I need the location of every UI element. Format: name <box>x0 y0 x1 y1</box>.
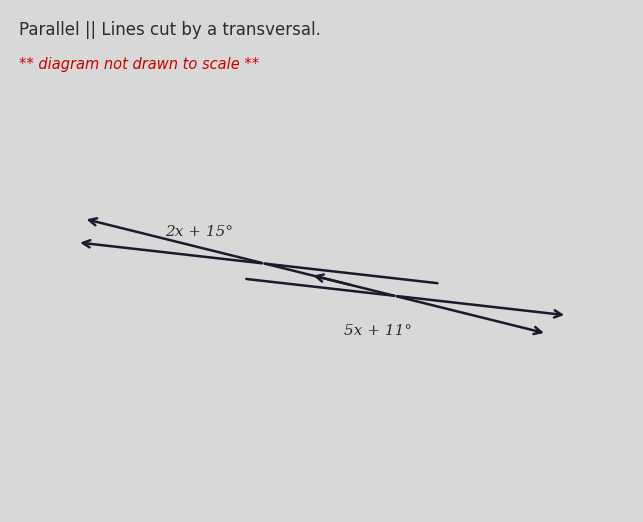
Text: ** diagram not drawn to scale **: ** diagram not drawn to scale ** <box>19 57 259 73</box>
Text: Parallel || Lines cut by a transversal.: Parallel || Lines cut by a transversal. <box>19 21 321 39</box>
Text: 2x + 15°: 2x + 15° <box>165 226 233 240</box>
Text: 5x + 11°: 5x + 11° <box>345 324 413 338</box>
